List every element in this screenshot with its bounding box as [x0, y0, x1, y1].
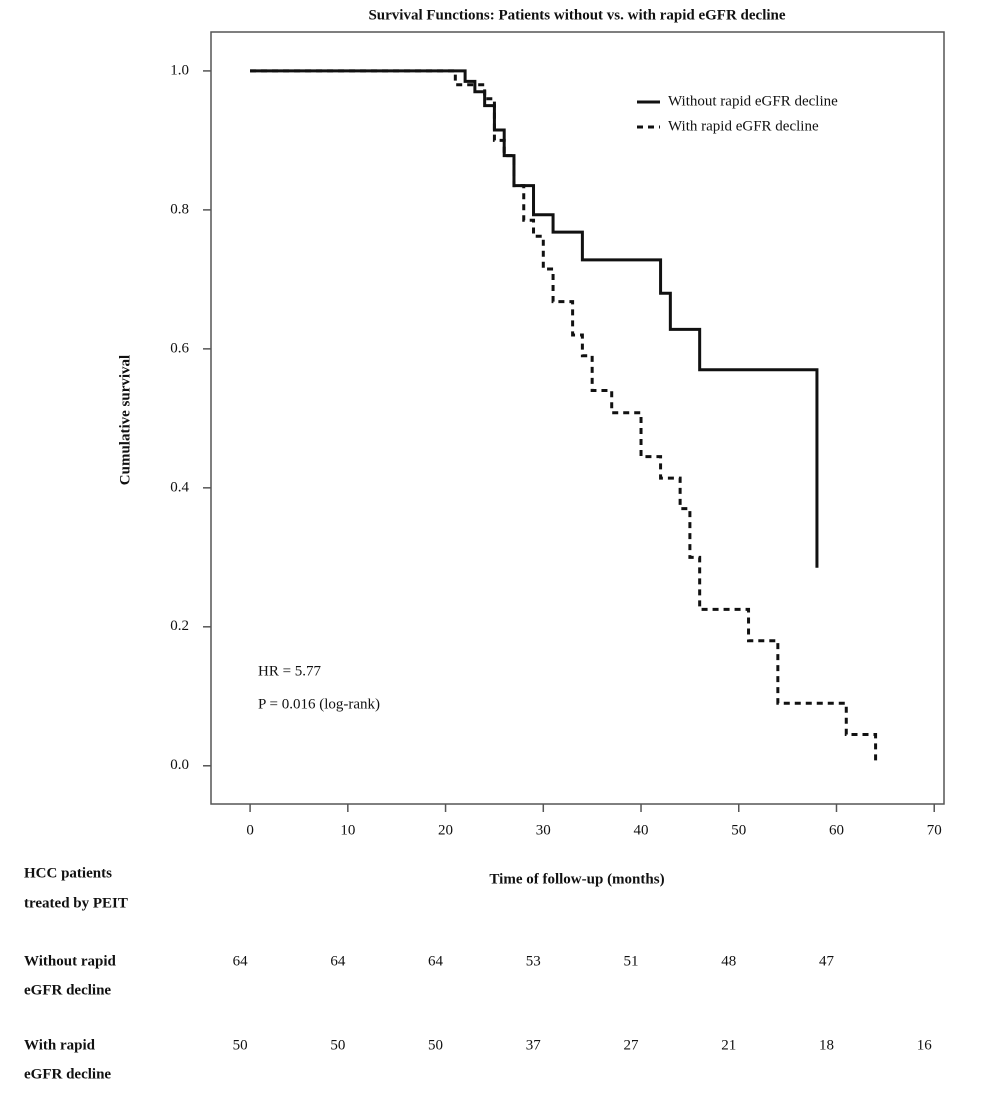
legend-label: With rapid eGFR decline: [668, 118, 819, 134]
risk-count: 18: [819, 1037, 834, 1053]
risk-table-title: HCC patients: [24, 865, 112, 881]
x-tick-label: 40: [634, 822, 649, 838]
legend-label: Without rapid eGFR decline: [668, 93, 838, 109]
y-tick-label: 0.6: [170, 340, 189, 356]
risk-count: 64: [233, 953, 249, 969]
x-tick-label: 70: [927, 822, 942, 838]
y-tick-label: 0.0: [170, 757, 189, 773]
x-tick-label: 0: [246, 822, 254, 838]
risk-count: 51: [624, 953, 639, 969]
chart-title: Survival Functions: Patients without vs.…: [368, 7, 785, 23]
annotation: P = 0.016 (log-rank): [258, 696, 380, 712]
y-tick-label: 0.4: [170, 479, 189, 495]
risk-row-label: eGFR decline: [24, 1066, 111, 1082]
risk-count: 47: [819, 953, 835, 969]
risk-row-label: Without rapid: [24, 953, 116, 969]
y-tick-label: 1.0: [170, 62, 189, 78]
risk-count: 50: [233, 1037, 248, 1053]
x-tick-label: 60: [829, 822, 844, 838]
risk-count: 16: [917, 1037, 933, 1053]
y-axis-label: Cumulative survival: [117, 355, 133, 485]
x-axis-label: Time of follow-up (months): [489, 871, 664, 887]
risk-count: 50: [428, 1037, 443, 1053]
risk-row-label: With rapid: [24, 1037, 96, 1053]
risk-table-title: treated by PEIT: [24, 895, 128, 911]
risk-count: 64: [330, 953, 346, 969]
x-tick-label: 50: [731, 822, 746, 838]
risk-count: 37: [526, 1037, 542, 1053]
risk-count: 21: [721, 1037, 736, 1053]
x-tick-label: 30: [536, 822, 551, 838]
survival-curve: [250, 69, 819, 568]
y-tick-label: 0.2: [170, 618, 189, 634]
risk-count: 48: [721, 953, 736, 969]
risk-count: 50: [330, 1037, 345, 1053]
risk-count: 27: [624, 1037, 640, 1053]
risk-count: 53: [526, 953, 541, 969]
annotation: HR = 5.77: [258, 663, 322, 679]
x-tick-label: 10: [340, 822, 355, 838]
risk-count: 64: [428, 953, 444, 969]
risk-row-label: eGFR decline: [24, 982, 111, 998]
plot-frame: [210, 31, 945, 805]
y-tick-label: 0.8: [170, 201, 189, 217]
survival-curve: [250, 69, 878, 763]
x-tick-label: 20: [438, 822, 453, 838]
